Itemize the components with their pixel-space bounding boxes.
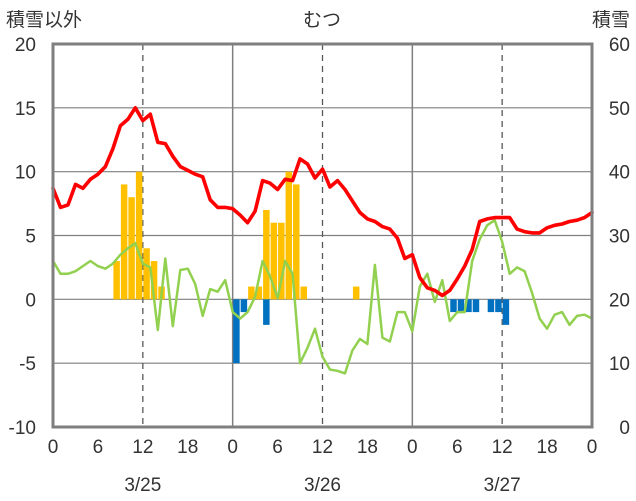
right-axis-label: 積雪: [592, 9, 630, 31]
right-tick-label: 50: [609, 99, 630, 120]
snow-change-bar: [233, 299, 240, 364]
right-tick-label: 10: [609, 354, 630, 375]
bars: [113, 171, 510, 364]
precip-bar: [270, 222, 278, 300]
left-tick-label: 0: [25, 290, 36, 311]
left-axis-label: 積雪以外: [6, 9, 82, 31]
snow-change-bar: [240, 299, 248, 313]
precip-bar: [263, 209, 270, 300]
x-tick-label: 0: [227, 437, 238, 458]
snow-change-bar: [502, 299, 510, 325]
precip-bar: [278, 222, 285, 300]
chart-title: むつ: [303, 9, 341, 31]
precip-bar: [300, 286, 308, 300]
x-tick-label: 18: [357, 437, 378, 458]
temperature-line: [51, 106, 594, 298]
date-label: 3/25: [124, 475, 161, 496]
precip-bar: [120, 184, 128, 300]
precip-bar: [135, 171, 143, 300]
left-tick-label: -5: [19, 354, 36, 375]
snow-change-bar: [495, 299, 502, 313]
precip-bar: [293, 184, 300, 300]
x-tick-label: 0: [587, 437, 598, 458]
snow-change-bar: [472, 299, 480, 313]
snow-change-bar: [457, 299, 465, 313]
left-tick-label: 5: [25, 227, 36, 248]
left-tick-label: 15: [15, 99, 36, 120]
x-tick-label: 0: [407, 437, 418, 458]
snow-change-bar: [450, 299, 457, 313]
left-tick-label: -10: [9, 418, 36, 439]
precip-bar: [248, 286, 255, 300]
precip-bar: [150, 261, 158, 300]
plot-frame: [51, 42, 594, 429]
x-tick-label: 18: [177, 437, 198, 458]
right-tick-label: 20: [609, 290, 630, 311]
x-tick-label: 12: [132, 437, 153, 458]
left-tick-label: 10: [15, 163, 36, 184]
grid: [53, 44, 592, 427]
x-tick-label: 12: [492, 437, 513, 458]
date-label: 3/26: [304, 475, 341, 496]
precip-bar: [143, 248, 150, 300]
date-label: 3/27: [484, 475, 521, 496]
x-tick-label: 12: [312, 437, 333, 458]
left-tick-label: 20: [15, 35, 36, 56]
x-tick-label: 6: [272, 437, 283, 458]
wind-line: [51, 218, 594, 375]
right-tick-label: 0: [619, 418, 630, 439]
precip-bar: [285, 171, 293, 300]
x-tick-label: 18: [537, 437, 558, 458]
precip-bar: [128, 197, 135, 300]
plot-border: [51, 42, 594, 429]
right-tick-label: 60: [609, 35, 630, 56]
precip-bar: [255, 286, 263, 300]
precip-bar: [113, 261, 120, 300]
x-tick-label: 6: [93, 437, 104, 458]
precip-bar: [352, 286, 360, 300]
x-tick-label: 6: [452, 437, 463, 458]
snow-change-bar: [263, 299, 270, 325]
right-tick-label: 40: [609, 163, 630, 184]
right-tick-label: 30: [609, 227, 630, 248]
snow-change-bar: [465, 299, 472, 313]
x-tick-label: 0: [48, 437, 59, 458]
snow-change-bar: [487, 299, 495, 313]
